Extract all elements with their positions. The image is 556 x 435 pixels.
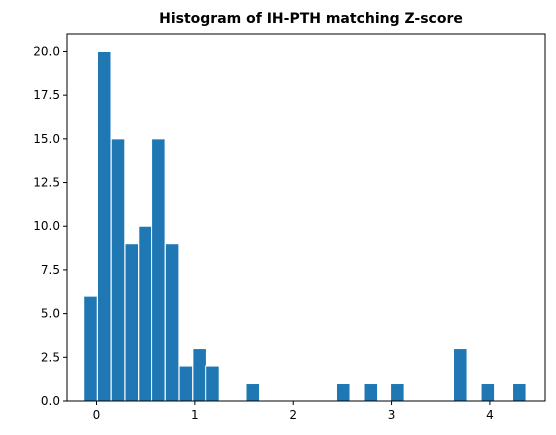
x-tick-label-4: 4: [486, 408, 494, 422]
y-tick-label-8: 20.0: [33, 44, 60, 58]
x-tick-label-0: 0: [93, 408, 101, 422]
y-tick-label-3: 7.5: [41, 263, 60, 277]
histogram-bar-5: [151, 138, 166, 402]
histogram-bar-6: [164, 243, 180, 402]
bars-group: [83, 50, 527, 402]
y-tick-label-1: 2.5: [41, 350, 60, 364]
y-tick-label-5: 12.5: [33, 176, 60, 190]
histogram-bar-16: [512, 383, 527, 402]
histogram-bar-0: [83, 295, 98, 402]
x-tick-label-1: 1: [191, 408, 199, 422]
y-tick-label-2: 5.0: [41, 307, 60, 321]
histogram-bar-12: [363, 383, 379, 402]
histogram-bar-1: [96, 50, 112, 402]
histogram-bar-14: [453, 348, 468, 402]
histogram-bar-4: [138, 225, 153, 402]
histogram-bar-15: [480, 383, 496, 402]
histogram-bar-9: [205, 365, 220, 402]
histogram-bar-8: [192, 348, 207, 402]
x-axis-ticks: 0 1 2 3 4: [93, 401, 494, 422]
histogram-bar-2: [110, 138, 126, 402]
x-tick-label-3: 3: [388, 408, 396, 422]
histogram-bar-13: [390, 383, 405, 402]
y-tick-label-7: 17.5: [33, 88, 60, 102]
y-tick-label-4: 10.0: [33, 219, 60, 233]
histogram-bar-3: [124, 243, 140, 402]
axes-group: [66, 33, 546, 402]
x-tick-label-2: 2: [289, 408, 297, 422]
y-tick-label-6: 15.0: [33, 132, 60, 146]
y-axis-ticks: 0.0 2.5 5.0 7.5 10.0 12.5 15.0 17.5 20.0: [33, 44, 67, 408]
y-tick-label-0: 0.0: [41, 394, 60, 408]
chart-title: Histogram of IH-PTH matching Z-score: [159, 11, 463, 27]
histogram-bar-10: [245, 383, 261, 402]
histogram-bar-11: [335, 383, 351, 402]
plot-frame: [66, 33, 546, 402]
histogram-bar-7: [178, 365, 194, 402]
